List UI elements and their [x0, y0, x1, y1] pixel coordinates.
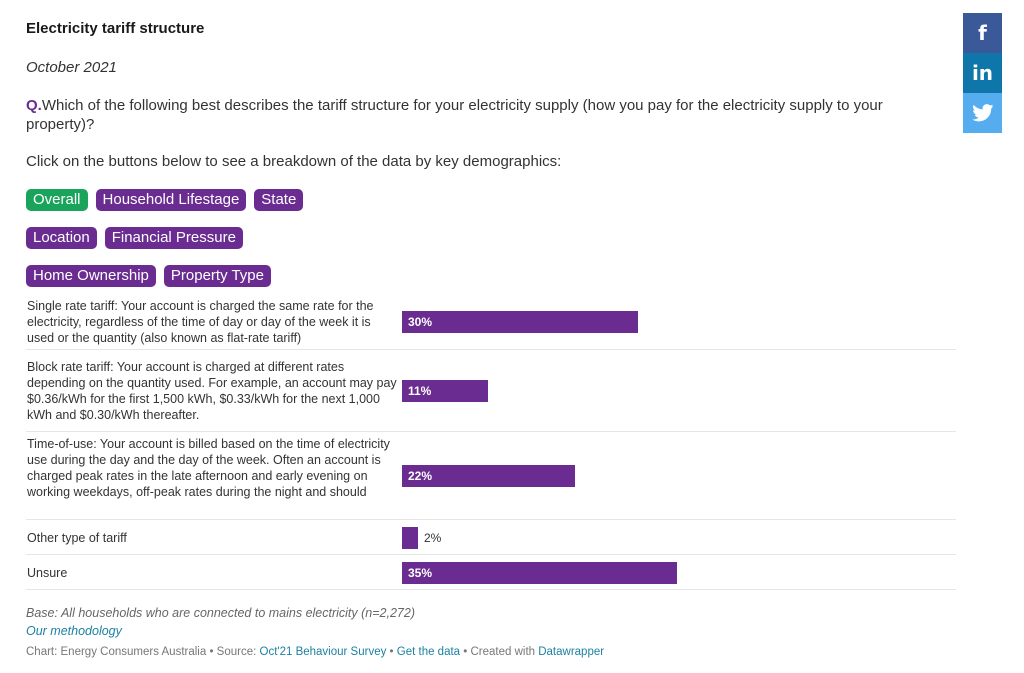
button-financial-pressure[interactable]: Financial Pressure — [104, 227, 243, 249]
button-overall[interactable]: Overall — [26, 189, 88, 211]
source-link[interactable]: Oct'21 Behaviour Survey — [259, 646, 387, 658]
get-data-link[interactable]: Get the data — [396, 646, 461, 658]
bar — [402, 380, 488, 402]
methodology-link[interactable]: Our methodology — [26, 624, 122, 638]
chart-date: October 2021 — [26, 59, 117, 76]
facebook-icon: f — [978, 21, 987, 45]
linkedin-icon: in — [971, 61, 994, 85]
question-text: Q.Which of the following best describes … — [26, 96, 954, 134]
button-home-ownership[interactable]: Home Ownership — [26, 265, 156, 287]
linkedin-share-button[interactable]: in — [963, 53, 1002, 93]
chart-row: Single rate tariff: Your account is char… — [26, 293, 956, 350]
category-label: Time-of-use: Your account is billed base… — [27, 437, 390, 499]
chart-footer: Chart: Energy Consumers Australia • Sour… — [26, 646, 604, 658]
button-row-3: Home Ownership Property Type — [26, 265, 271, 287]
footer-created-with: • Created with — [460, 646, 539, 658]
social-share-bar: f in — [963, 13, 1002, 133]
chart-title: Electricity tariff structure — [26, 20, 205, 37]
footer-credit: Chart: Energy Consumers Australia • Sour… — [26, 646, 260, 658]
twitter-bird-icon — [971, 104, 993, 122]
bar — [402, 527, 418, 549]
data-label: 11% — [408, 384, 432, 398]
bar-chart: Single rate tariff: Your account is char… — [26, 293, 956, 590]
bar — [402, 465, 575, 487]
button-property-type[interactable]: Property Type — [163, 265, 271, 287]
chart-row: Other type of tariff 2% — [26, 520, 956, 555]
chart-row: Time-of-use: Your account is billed base… — [26, 432, 956, 520]
data-label: 2% — [424, 531, 442, 545]
data-label: 22% — [408, 469, 433, 483]
bar — [402, 562, 677, 584]
button-household-lifestage[interactable]: Household Lifestage — [95, 189, 247, 211]
datawrapper-link[interactable]: Datawrapper — [538, 646, 605, 658]
category-label: Block rate tariff: Your account is charg… — [27, 360, 397, 422]
footer-separator: • — [386, 646, 397, 658]
bar — [402, 311, 638, 333]
twitter-share-button[interactable] — [963, 93, 1002, 133]
data-label: 30% — [408, 315, 433, 329]
chart-row: Unsure 35% — [26, 555, 956, 590]
facebook-share-button[interactable]: f — [963, 13, 1002, 53]
question-body: Which of the following best describes th… — [26, 97, 883, 133]
button-row-1: Overall Household Lifestage State — [26, 189, 304, 211]
category-label: Unsure — [27, 566, 68, 580]
base-note: Base: All households who are connected t… — [26, 606, 415, 620]
instruction-text: Click on the buttons below to see a brea… — [26, 153, 562, 170]
button-location[interactable]: Location — [26, 227, 97, 249]
chart-row: Block rate tariff: Your account is charg… — [26, 350, 956, 432]
category-label: Single rate tariff: Your account is char… — [27, 299, 374, 345]
button-row-2: Location Financial Pressure — [26, 227, 243, 249]
data-label: 35% — [408, 566, 433, 580]
button-state[interactable]: State — [254, 189, 304, 211]
category-label: Other type of tariff — [27, 531, 127, 545]
question-prefix: Q. — [26, 97, 42, 114]
